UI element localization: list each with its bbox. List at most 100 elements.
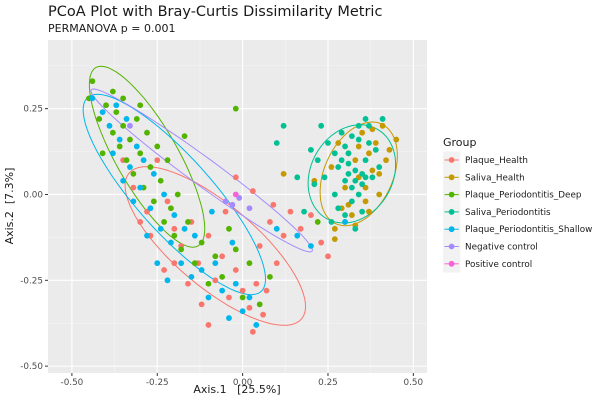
point-plaque-health — [239, 287, 246, 294]
y-tick-label: 0.00 — [23, 190, 43, 200]
point-plaque-periodontitis-shallow — [154, 260, 161, 267]
point-plaque-health — [198, 301, 205, 308]
point-saliva-periodontitis — [301, 208, 307, 215]
point-saliva-periodontitis — [318, 122, 325, 129]
point-plaque-health — [260, 311, 267, 318]
point-plaque-periodontitis-shallow — [123, 116, 130, 122]
point-plaque-periodontitis-deep — [99, 150, 106, 157]
point-plaque-health — [185, 280, 191, 287]
point-plaque-periodontitis-deep — [205, 280, 212, 287]
x-tick-label: -0.50 — [61, 378, 84, 388]
point-saliva-health — [383, 157, 389, 164]
legend-point-icon — [448, 243, 455, 250]
point-saliva-periodontitis — [325, 140, 331, 146]
x-axis: -0.50 -0.25 0.00 0.25 0.50 — [61, 373, 424, 388]
point-saliva-health — [372, 140, 379, 146]
point-plaque-periodontitis-shallow — [89, 95, 96, 102]
point-plaque-periodontitis-deep — [113, 109, 120, 115]
point-plaque-periodontitis-shallow — [116, 136, 123, 143]
point-saliva-health — [393, 136, 400, 143]
point-saliva-periodontitis — [359, 208, 366, 215]
point-plaque-health — [137, 219, 144, 225]
x-tick-label: 0.00 — [233, 378, 253, 388]
point-plaque-health — [205, 322, 212, 328]
point-plaque-periodontitis-shallow — [171, 212, 178, 218]
legend-point-icon — [448, 226, 455, 233]
grid-lines — [48, 40, 427, 373]
point-saliva-health — [335, 140, 342, 146]
legend-label: Positive control — [465, 260, 532, 270]
legend-label: Plaque_Periodontitis_Deep — [465, 191, 582, 201]
x-axis-label: Axis.1 [25.5%] — [193, 383, 280, 396]
point-saliva-periodontitis — [331, 191, 338, 198]
legend-point-icon — [448, 209, 455, 215]
legend-item-plaque-periodontitis-deep: Plaque_Periodontitis_Deep — [443, 186, 582, 204]
point-plaque-periodontitis-deep — [109, 129, 116, 136]
point-saliva-periodontitis — [345, 170, 352, 177]
point-plaque-periodontitis-deep — [256, 301, 263, 308]
point-saliva-periodontitis — [321, 174, 328, 181]
point-plaque-health — [325, 253, 331, 260]
point-saliva-periodontitis — [342, 212, 348, 218]
point-plaque-health — [164, 198, 171, 205]
point-plaque-periodontitis-deep — [147, 164, 154, 170]
legend-item-positive-control: Positive control — [443, 255, 532, 273]
point-plaque-periodontitis-deep — [137, 102, 144, 109]
point-plaque-periodontitis-shallow — [246, 294, 253, 301]
point-saliva-periodontitis — [348, 133, 355, 140]
point-negative-control — [246, 205, 253, 212]
data-points — [86, 78, 400, 335]
point-plaque-periodontitis-shallow — [188, 273, 195, 280]
x-tick-label: 0.25 — [318, 378, 338, 388]
point-plaque-periodontitis-deep — [116, 143, 123, 150]
point-saliva-health — [379, 122, 386, 129]
chart-title: PCoA Plot with Bray-Curtis Dissimilarity… — [48, 4, 382, 20]
point-plaque-health — [256, 243, 263, 249]
point-plaque-periodontitis-shallow — [157, 225, 164, 232]
point-plaque-health — [222, 208, 229, 215]
point-plaque-periodontitis-shallow — [147, 205, 154, 212]
point-plaque-periodontitis-deep — [154, 143, 161, 150]
point-saliva-periodontitis — [345, 150, 352, 157]
point-plaque-health — [249, 188, 256, 194]
point-plaque-periodontitis-deep — [120, 122, 127, 129]
point-plaque-periodontitis-deep — [130, 170, 137, 177]
point-plaque-health — [318, 239, 325, 246]
point-saliva-health — [355, 143, 362, 150]
point-plaque-health — [232, 267, 239, 273]
point-plaque-periodontitis-shallow — [226, 315, 232, 321]
point-plaque-health — [253, 280, 260, 287]
y-axis: -0.50 -0.25 0.00 0.25 — [20, 105, 48, 372]
point-negative-control — [127, 122, 133, 129]
point-plaque-periodontitis-deep — [239, 294, 246, 301]
point-saliva-periodontitis — [359, 181, 366, 188]
point-plaque-periodontitis-shallow — [113, 102, 120, 109]
point-plaque-health — [249, 328, 256, 335]
point-plaque-periodontitis-deep — [191, 260, 198, 267]
point-plaque-periodontitis-shallow — [120, 177, 127, 184]
point-saliva-health — [369, 167, 376, 174]
y-tick-label: 0.25 — [23, 105, 43, 115]
point-plaque-periodontitis-shallow — [232, 280, 239, 287]
point-saliva-health — [376, 191, 383, 198]
legend-title: Group — [443, 136, 477, 149]
point-saliva-periodontitis — [379, 116, 386, 122]
ellipse-plaque-health — [124, 166, 307, 326]
legend-label: Plaque_Periodontitis_Shallow — [465, 225, 592, 235]
point-plaque-periodontitis-deep — [164, 157, 171, 164]
point-plaque-periodontitis-shallow — [212, 260, 219, 267]
point-saliva-periodontitis — [331, 150, 338, 157]
ellipse-negative-control — [90, 88, 313, 253]
point-saliva-periodontitis — [345, 160, 352, 167]
point-positive-control — [232, 191, 239, 198]
point-saliva-periodontitis — [369, 174, 376, 181]
point-plaque-health — [297, 225, 304, 232]
point-plaque-periodontitis-shallow — [294, 232, 301, 239]
point-plaque-periodontitis-deep — [314, 219, 321, 225]
legend-label: Saliva_Periodontitis — [465, 208, 551, 218]
point-saliva-periodontitis — [362, 174, 369, 181]
point-saliva-periodontitis — [352, 177, 359, 184]
point-saliva-periodontitis — [362, 157, 369, 164]
y-tick-label: -0.50 — [20, 362, 43, 372]
